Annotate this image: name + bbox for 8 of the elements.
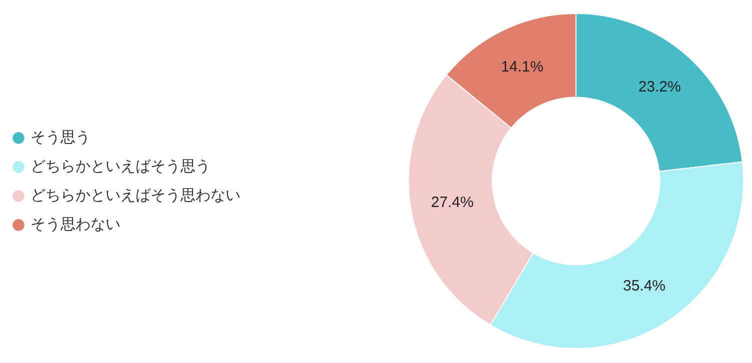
legend-label: そう思う [30,129,90,146]
data-label: 14.1% [500,58,544,76]
data-label: 35.4% [622,278,666,295]
data-label: 23.2% [638,78,681,96]
legend-label: どちらかといえばそう思う [30,158,210,176]
data-label: 27.4% [431,194,474,211]
legend-label: そう思わない [30,216,120,234]
legend-label: どちらかといえばそう思わない [30,187,240,204]
